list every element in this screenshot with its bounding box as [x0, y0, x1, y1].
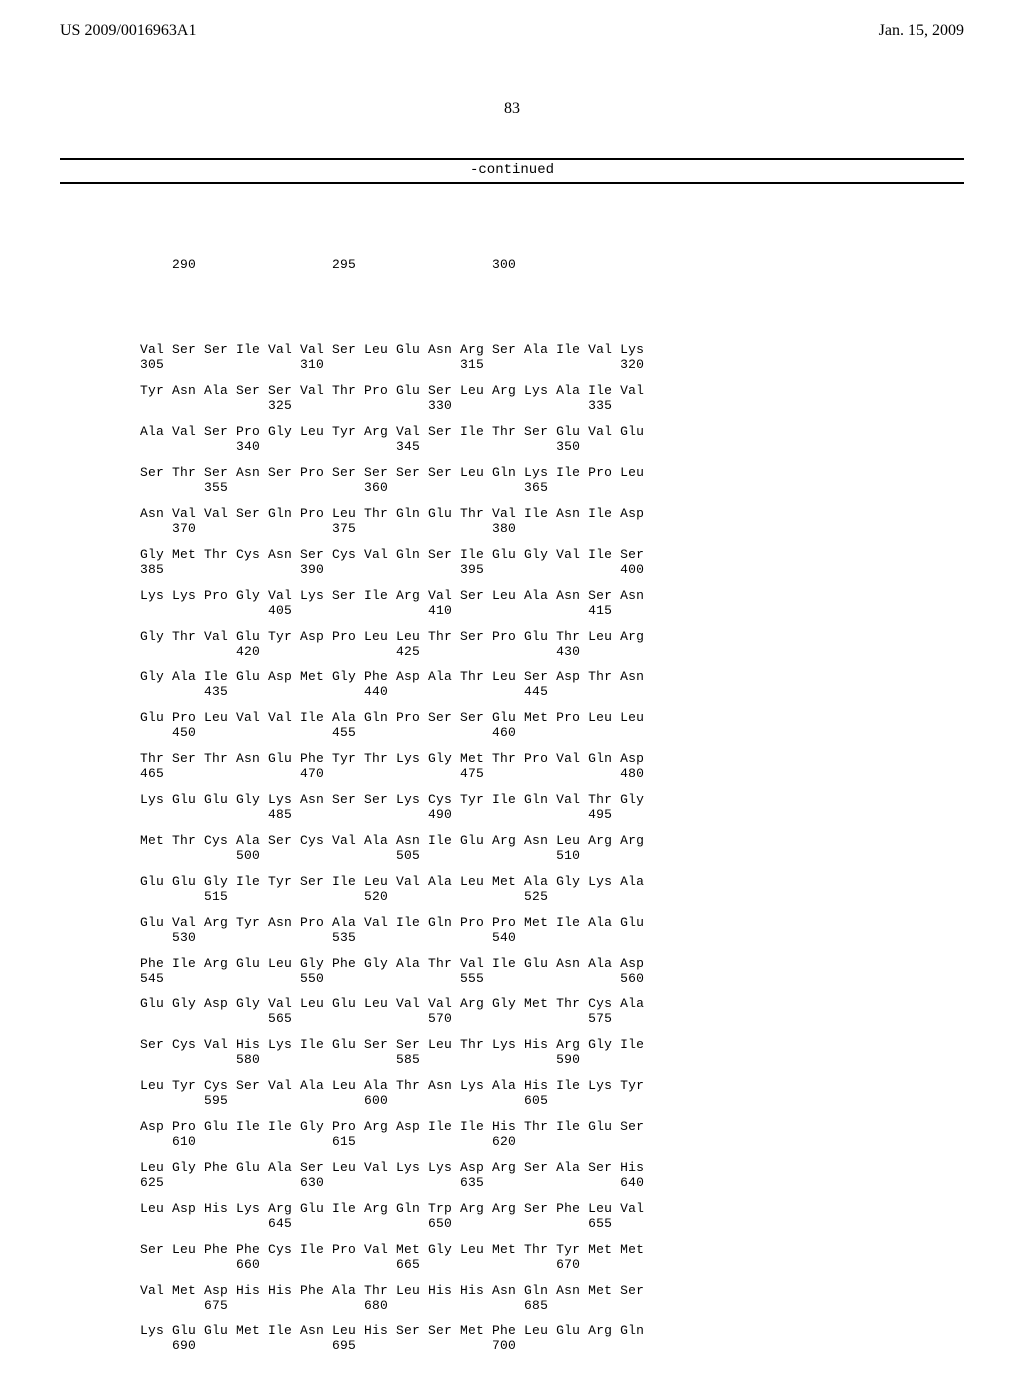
sequence-row: Ser Leu Phe Phe Cys Ile Pro Val Met Gly … [140, 1243, 1024, 1273]
amino-acid-row: Gly Met Thr Cys Asn Ser Cys Val Gln Ser … [140, 548, 1024, 563]
position-number-row: 385 390 395 400 [140, 563, 1024, 578]
page-number: 83 [0, 100, 1024, 118]
position-number-row: 325 330 335 [140, 399, 1024, 414]
sequence-row: Ser Cys Val His Lys Ile Glu Ser Ser Leu … [140, 1038, 1024, 1068]
position-number-row: 660 665 670 [140, 1258, 1024, 1273]
divider-bottom [60, 182, 964, 184]
sequence-row: Asn Val Val Ser Gln Pro Leu Thr Gln Glu … [140, 507, 1024, 537]
amino-acid-row: Ala Val Ser Pro Gly Leu Tyr Arg Val Ser … [140, 425, 1024, 440]
sequence-row: Val Ser Ser Ile Val Val Ser Leu Glu Asn … [140, 343, 1024, 373]
amino-acid-row: Met Thr Cys Ala Ser Cys Val Ala Asn Ile … [140, 834, 1024, 849]
position-number-row: 420 425 430 [140, 645, 1024, 660]
sequence-row: Tyr Asn Ala Ser Ser Val Thr Pro Glu Ser … [140, 384, 1024, 414]
position-number-row: 370 375 380 [140, 522, 1024, 537]
sequence-row: Leu Gly Phe Glu Ala Ser Leu Val Lys Lys … [140, 1161, 1024, 1191]
position-number-row: 675 680 685 [140, 1299, 1024, 1314]
amino-acid-row: Gly Thr Val Glu Tyr Asp Pro Leu Leu Thr … [140, 630, 1024, 645]
sequence-row: Lys Glu Glu Gly Lys Asn Ser Ser Lys Cys … [140, 793, 1024, 823]
amino-acid-row: Lys Glu Glu Met Ile Asn Leu His Ser Ser … [140, 1324, 1024, 1339]
sequence-row: Thr Ser Thr Asn Glu Phe Tyr Thr Lys Gly … [140, 752, 1024, 782]
sequence-row: Phe Ile Arg Glu Leu Gly Phe Gly Ala Thr … [140, 957, 1024, 987]
amino-acid-row: Ser Thr Ser Asn Ser Pro Ser Ser Ser Ser … [140, 466, 1024, 481]
amino-acid-row: Glu Glu Gly Ile Tyr Ser Ile Leu Val Ala … [140, 875, 1024, 890]
sequence-row: Val Met Asp His His Phe Ala Thr Leu His … [140, 1284, 1024, 1314]
position-number-row: 690 695 700 [140, 1339, 1024, 1354]
position-number-row: 545 550 555 560 [140, 972, 1024, 987]
position-numbers: 290 295 300 [140, 258, 1024, 273]
continued-label: -continued [0, 162, 1024, 178]
position-row: 290 295 300 [140, 228, 1024, 303]
position-number-row: 625 630 635 640 [140, 1176, 1024, 1191]
patent-date: Jan. 15, 2009 [879, 22, 964, 40]
position-number-row: 305 310 315 320 [140, 358, 1024, 373]
position-number-row: 485 490 495 [140, 808, 1024, 823]
page-header: US 2009/0016963A1 Jan. 15, 2009 [0, 0, 1024, 40]
position-number-row: 645 650 655 [140, 1217, 1024, 1232]
amino-acid-row: Val Ser Ser Ile Val Val Ser Leu Glu Asn … [140, 343, 1024, 358]
amino-acid-row: Ser Leu Phe Phe Cys Ile Pro Val Met Gly … [140, 1243, 1024, 1258]
patent-number: US 2009/0016963A1 [60, 22, 196, 40]
position-number-row: 500 505 510 [140, 849, 1024, 864]
sequence-row: Leu Asp His Lys Arg Glu Ile Arg Gln Trp … [140, 1202, 1024, 1232]
position-number-row: 580 585 590 [140, 1053, 1024, 1068]
position-number-row: 405 410 415 [140, 604, 1024, 619]
position-number-row: 450 455 460 [140, 726, 1024, 741]
position-number-row: 530 535 540 [140, 931, 1024, 946]
amino-acid-row: Tyr Asn Ala Ser Ser Val Thr Pro Glu Ser … [140, 384, 1024, 399]
amino-acid-row: Leu Asp His Lys Arg Glu Ile Arg Gln Trp … [140, 1202, 1024, 1217]
sequence-row: Lys Lys Pro Gly Val Lys Ser Ile Arg Val … [140, 589, 1024, 619]
amino-acid-row: Leu Tyr Cys Ser Val Ala Leu Ala Thr Asn … [140, 1079, 1024, 1094]
amino-acid-row: Asp Pro Glu Ile Ile Gly Pro Arg Asp Ile … [140, 1120, 1024, 1135]
amino-acid-row: Gly Ala Ile Glu Asp Met Gly Phe Asp Ala … [140, 670, 1024, 685]
sequence-row: Leu Tyr Cys Ser Val Ala Leu Ala Thr Asn … [140, 1079, 1024, 1109]
sequence-row: Glu Glu Gly Ile Tyr Ser Ile Leu Val Ala … [140, 875, 1024, 905]
position-number-row: 565 570 575 [140, 1012, 1024, 1027]
position-number-row: 465 470 475 480 [140, 767, 1024, 782]
position-number-row: 435 440 445 [140, 685, 1024, 700]
sequence-row: Ala Val Ser Pro Gly Leu Tyr Arg Val Ser … [140, 425, 1024, 455]
amino-acid-row: Lys Lys Pro Gly Val Lys Ser Ile Arg Val … [140, 589, 1024, 604]
sequence-row: Gly Met Thr Cys Asn Ser Cys Val Gln Ser … [140, 548, 1024, 578]
amino-acid-row: Leu Gly Phe Glu Ala Ser Leu Val Lys Lys … [140, 1161, 1024, 1176]
sequence-row: Ser Thr Ser Asn Ser Pro Ser Ser Ser Ser … [140, 466, 1024, 496]
position-number-row: 595 600 605 [140, 1094, 1024, 1109]
sequence-row: Gly Thr Val Glu Tyr Asp Pro Leu Leu Thr … [140, 630, 1024, 660]
amino-acid-row: Phe Ile Arg Glu Leu Gly Phe Gly Ala Thr … [140, 957, 1024, 972]
position-number-row: 515 520 525 [140, 890, 1024, 905]
sequence-row: Asp Pro Glu Ile Ile Gly Pro Arg Asp Ile … [140, 1120, 1024, 1150]
sequence-row: Met Thr Cys Ala Ser Cys Val Ala Asn Ile … [140, 834, 1024, 864]
position-number-row: 340 345 350 [140, 440, 1024, 455]
sequence-listing: 290 295 300 Val Ser Ser Ile Val Val Ser … [140, 198, 1024, 1380]
sequence-row: Lys Glu Glu Met Ile Asn Leu His Ser Ser … [140, 1324, 1024, 1354]
sequence-row: Glu Gly Asp Gly Val Leu Glu Leu Val Val … [140, 997, 1024, 1027]
position-number-row: 355 360 365 [140, 481, 1024, 496]
amino-acid-row: Val Met Asp His His Phe Ala Thr Leu His … [140, 1284, 1024, 1299]
amino-acid-row: Glu Pro Leu Val Val Ile Ala Gln Pro Ser … [140, 711, 1024, 726]
sequence-row: Glu Pro Leu Val Val Ile Ala Gln Pro Ser … [140, 711, 1024, 741]
position-number-row: 610 615 620 [140, 1135, 1024, 1150]
amino-acid-row: Asn Val Val Ser Gln Pro Leu Thr Gln Glu … [140, 507, 1024, 522]
amino-acid-row: Ser Cys Val His Lys Ile Glu Ser Ser Leu … [140, 1038, 1024, 1053]
amino-acid-row: Glu Gly Asp Gly Val Leu Glu Leu Val Val … [140, 997, 1024, 1012]
sequence-row: Glu Val Arg Tyr Asn Pro Ala Val Ile Gln … [140, 916, 1024, 946]
sequence-row: Gly Ala Ile Glu Asp Met Gly Phe Asp Ala … [140, 670, 1024, 700]
amino-acid-row: Lys Glu Glu Gly Lys Asn Ser Ser Lys Cys … [140, 793, 1024, 808]
amino-acid-row: Glu Val Arg Tyr Asn Pro Ala Val Ile Gln … [140, 916, 1024, 931]
amino-acid-row: Thr Ser Thr Asn Glu Phe Tyr Thr Lys Gly … [140, 752, 1024, 767]
divider-top [60, 158, 964, 160]
